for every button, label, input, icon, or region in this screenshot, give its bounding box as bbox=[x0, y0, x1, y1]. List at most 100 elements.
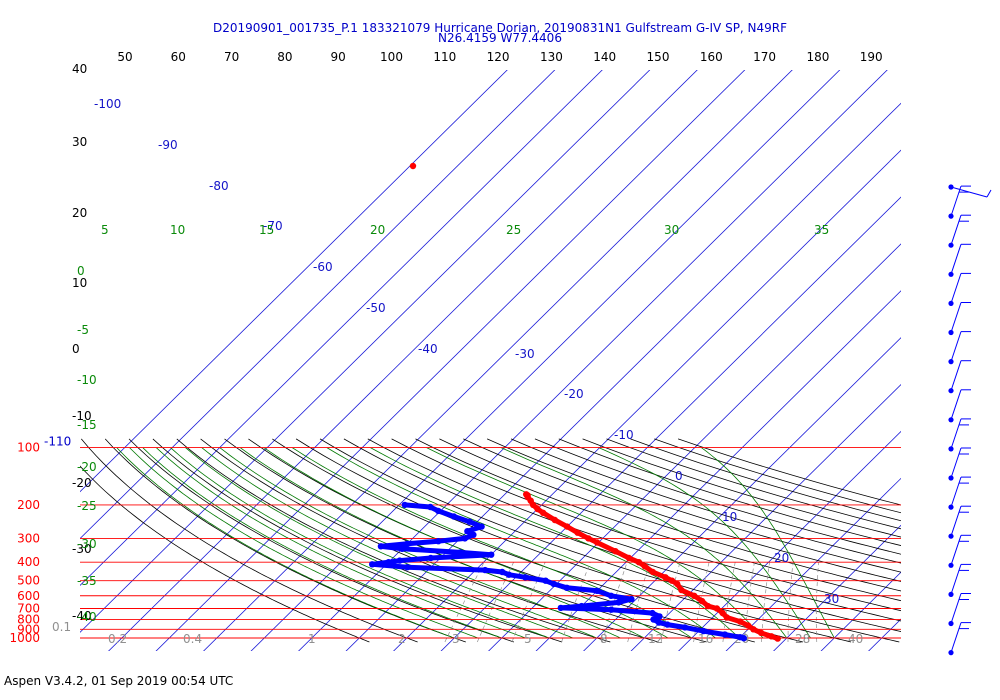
isotherm-line bbox=[80, 70, 508, 493]
dry-adiabat-label: -10 bbox=[72, 409, 92, 423]
dewpoint-point bbox=[542, 577, 549, 584]
isotherm-label: -90 bbox=[158, 138, 178, 152]
top-axis-tick: 70 bbox=[224, 50, 239, 64]
moist-adiabat-line bbox=[239, 447, 645, 639]
moist-adiabat-label: 5 bbox=[101, 223, 109, 237]
dry-adiabat-line bbox=[343, 438, 901, 632]
pressure-label: 700 bbox=[17, 602, 40, 616]
moist-adiabat-line bbox=[116, 447, 455, 639]
pressure-label: 800 bbox=[17, 613, 40, 627]
moist-adiabat-label: 20 bbox=[370, 223, 385, 237]
moist-adiabat-label-left: -20 bbox=[77, 460, 97, 474]
wind-barb-staff bbox=[950, 593, 962, 624]
dewpoint-point bbox=[450, 513, 458, 520]
dewpoint-point bbox=[649, 609, 656, 617]
temperature-point bbox=[768, 633, 775, 640]
dry-adiabat-label: 30 bbox=[72, 135, 87, 149]
top-axis-tick: 180 bbox=[806, 50, 829, 64]
wind-barb-station-dot bbox=[948, 562, 954, 568]
isotherm-line bbox=[155, 70, 746, 651]
dewpoint-point bbox=[470, 531, 477, 538]
moist-adiabat-label: 15 bbox=[259, 223, 274, 237]
temperature-point bbox=[691, 592, 698, 599]
dry-adiabat-label: 20 bbox=[72, 206, 87, 220]
mixing-ratio-line bbox=[444, 562, 485, 643]
dewpoint-point bbox=[435, 507, 442, 515]
wind-barb-staff bbox=[950, 564, 962, 595]
top-axis-tick: 100 bbox=[380, 50, 403, 64]
moist-adiabat-line bbox=[142, 447, 502, 639]
isotherm-line bbox=[108, 70, 698, 651]
top-axis-tick: 50 bbox=[117, 50, 132, 64]
dry-adiabat-line bbox=[80, 465, 370, 643]
isotherm-line bbox=[345, 102, 901, 651]
mixing-ratio-label: 1 bbox=[308, 632, 316, 646]
chart-title: D20190901_001735_P.1 183321079 Hurricane… bbox=[212, 21, 788, 35]
wind-barb-staff bbox=[950, 447, 962, 479]
wind-barb bbox=[948, 389, 971, 423]
dewpoint-point bbox=[399, 545, 406, 552]
dry-adiabat-line bbox=[415, 438, 901, 602]
temperature-point bbox=[563, 523, 571, 530]
dewpoint-point bbox=[369, 561, 376, 568]
isotherm-line bbox=[725, 477, 901, 651]
dewpoint-point bbox=[608, 606, 615, 613]
top-axis-tick: 150 bbox=[647, 50, 670, 64]
temperature-point bbox=[539, 509, 547, 516]
temperature-point bbox=[668, 577, 676, 584]
temperature-point bbox=[529, 501, 537, 509]
isotherm-label: -30 bbox=[515, 347, 535, 361]
wind-barb bbox=[948, 331, 971, 365]
dewpoint-point bbox=[593, 587, 601, 594]
dewpoint-point bbox=[401, 501, 408, 509]
dewpoint-point bbox=[550, 580, 557, 588]
dewpoint-point bbox=[466, 518, 473, 525]
wind-barb bbox=[948, 214, 971, 248]
pressure-label: 500 bbox=[17, 574, 40, 588]
dewpoint-point bbox=[721, 631, 729, 638]
dry-adiabat-line bbox=[295, 438, 852, 643]
wind-barb-staff bbox=[950, 273, 962, 304]
mixing-ratio-label: 0.4 bbox=[183, 632, 202, 646]
wind-barb bbox=[948, 505, 971, 539]
wind-barb bbox=[948, 563, 971, 598]
moist-adiabat-label-left: -35 bbox=[77, 574, 97, 588]
temperature-point bbox=[744, 622, 752, 629]
dewpoint-point bbox=[607, 592, 615, 599]
temperature-point bbox=[757, 629, 765, 637]
top-axis-tick: 160 bbox=[700, 50, 723, 64]
dry-adiabat-label: 10 bbox=[72, 276, 87, 290]
dewpoint-point bbox=[650, 616, 657, 623]
temperature-point bbox=[737, 618, 744, 625]
wind-barb-staff bbox=[950, 535, 962, 566]
mixing-ratio-line bbox=[511, 562, 546, 643]
mixing-ratio-label: 0.2 bbox=[108, 632, 127, 646]
dewpoint-point bbox=[427, 554, 434, 562]
isotherm-line bbox=[820, 571, 901, 651]
pressure-label: 300 bbox=[17, 531, 40, 545]
dry-adiabat-label: -30 bbox=[72, 542, 92, 556]
wind-barb-staff bbox=[950, 476, 962, 508]
dry-adiabat-line bbox=[80, 438, 418, 643]
dewpoint-point bbox=[457, 549, 464, 556]
pressure-label: 200 bbox=[17, 498, 40, 512]
isotherm-line bbox=[535, 290, 901, 651]
mixing-ratio-line bbox=[660, 562, 681, 643]
dewpoint-point bbox=[488, 551, 495, 558]
mixing-ratio-line bbox=[815, 562, 819, 643]
dry-adiabat-line bbox=[654, 438, 901, 514]
mixing-ratio-line bbox=[693, 562, 710, 643]
isotherm-label: 0 bbox=[675, 469, 683, 483]
dewpoint-point bbox=[505, 571, 513, 578]
top-axis-tick: 170 bbox=[753, 50, 776, 64]
wind-barb bbox=[948, 447, 971, 481]
isobar-lines bbox=[80, 447, 901, 639]
wind-barb-station-dot bbox=[948, 533, 954, 539]
temperature-point bbox=[678, 586, 685, 594]
isotherm-line bbox=[488, 243, 901, 651]
dry-adiabat-line bbox=[128, 438, 515, 643]
dewpoint-point bbox=[664, 621, 671, 628]
moist-adiabat-line bbox=[598, 447, 811, 639]
dry-adiabat-line bbox=[582, 438, 901, 538]
